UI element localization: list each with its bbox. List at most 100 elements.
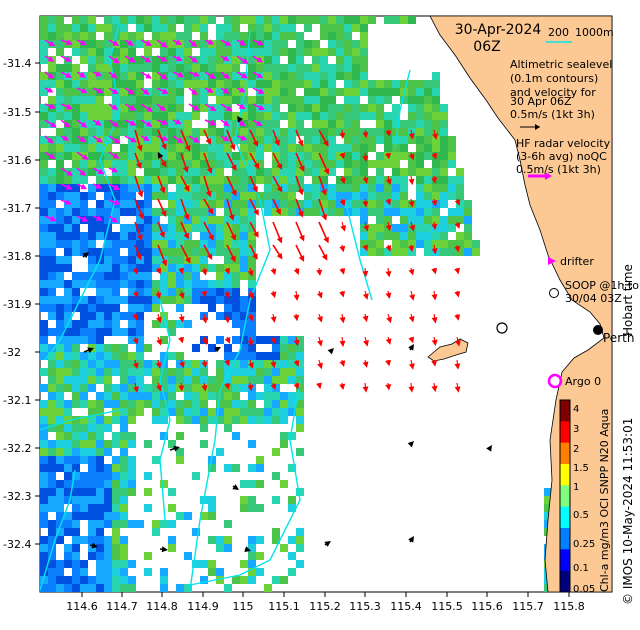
alt-arrow-head bbox=[276, 252, 283, 260]
chl-pixel bbox=[224, 240, 232, 248]
hf-arrow-head bbox=[223, 73, 230, 80]
chl-pixel bbox=[40, 280, 48, 288]
chl-pixel bbox=[104, 24, 112, 32]
chl-pixel bbox=[160, 96, 168, 104]
y-tick-label: -31.7 bbox=[3, 202, 31, 215]
colorbar-segment bbox=[560, 464, 570, 486]
chl-pixel bbox=[424, 240, 432, 248]
chl-pixel bbox=[128, 584, 136, 592]
y-tick-label: -31.8 bbox=[3, 250, 31, 263]
chl-pixel bbox=[272, 88, 280, 96]
chl-pixel bbox=[72, 584, 80, 592]
chl-pixel bbox=[136, 344, 144, 352]
x-axis: 114.6 114.7 114.8 114.9 115 115.1 115.2 115.3 11… bbox=[66, 592, 585, 613]
chl-pixel bbox=[192, 408, 200, 416]
chl-pixel bbox=[240, 352, 248, 360]
chl-pixel bbox=[120, 424, 128, 432]
chl-pixel bbox=[112, 536, 120, 544]
chl-pixel bbox=[224, 392, 232, 400]
chl-pixel bbox=[112, 528, 120, 536]
hf-arrow-head bbox=[49, 121, 57, 128]
chl-pixel bbox=[72, 144, 80, 152]
chl-pixel bbox=[168, 128, 176, 136]
alt-arrow-head bbox=[179, 361, 185, 369]
chl-pixel bbox=[384, 112, 392, 120]
hf-arrow-head bbox=[193, 71, 200, 77]
chl-pixel bbox=[96, 440, 104, 448]
chl-pixel bbox=[184, 32, 192, 40]
chl-pixel bbox=[128, 464, 136, 472]
alt-arrow-head bbox=[184, 144, 191, 152]
chl-pixel bbox=[168, 400, 176, 408]
chl-pixel bbox=[168, 120, 176, 128]
chl-pixel bbox=[40, 136, 48, 144]
chl-pixel bbox=[336, 16, 344, 24]
chl-pixel bbox=[256, 568, 264, 576]
chl-pixel bbox=[64, 64, 72, 72]
chl-pixel bbox=[344, 160, 352, 168]
chl-pixel bbox=[40, 472, 48, 480]
chl-pixel bbox=[432, 208, 440, 216]
chl-pixel bbox=[368, 128, 376, 136]
chl-pixel bbox=[360, 152, 368, 160]
alt-arrow-head bbox=[224, 359, 231, 367]
chl-pixel bbox=[40, 368, 48, 376]
chl-pixel bbox=[440, 120, 448, 128]
chl-pixel bbox=[40, 512, 48, 520]
hf-arrow-head bbox=[225, 105, 233, 112]
chl-pixel bbox=[256, 144, 264, 152]
chl-pixel bbox=[192, 272, 200, 280]
chl-pixel bbox=[352, 176, 360, 184]
chl-pixel bbox=[232, 32, 240, 40]
chl-pixel bbox=[104, 184, 112, 192]
chl-pixel bbox=[128, 320, 136, 328]
chl-pixel bbox=[368, 192, 376, 200]
chl-pixel bbox=[344, 96, 352, 104]
chl-pixel bbox=[368, 16, 376, 24]
chl-pixel bbox=[88, 304, 96, 312]
chl-pixel bbox=[384, 16, 392, 24]
soop-label-1: SOOP @1h to bbox=[565, 279, 639, 292]
chl-pixel bbox=[344, 24, 352, 32]
chl-pixel bbox=[200, 144, 208, 152]
alt-arrow-head bbox=[321, 253, 328, 261]
chl-pixel bbox=[64, 384, 72, 392]
alt-arrow-head bbox=[159, 186, 166, 194]
chl-pixel bbox=[328, 88, 336, 96]
chl-pixel bbox=[240, 408, 248, 416]
chl-pixel bbox=[256, 368, 264, 376]
chl-pixel bbox=[384, 120, 392, 128]
chl-pixel bbox=[72, 48, 80, 56]
chl-pixel bbox=[384, 88, 392, 96]
chl-pixel bbox=[80, 280, 88, 288]
chl-pixel bbox=[168, 168, 176, 176]
chl-pixel bbox=[120, 56, 128, 64]
chl-pixel bbox=[128, 368, 136, 376]
chl-pixel bbox=[440, 216, 448, 224]
chl-pixel bbox=[48, 112, 56, 120]
chl-pixel bbox=[248, 376, 256, 384]
chl-pixel bbox=[456, 176, 464, 184]
altimetry-legend-line-2: (0.1m contours) bbox=[510, 72, 598, 85]
hf-arrow-head bbox=[222, 87, 230, 94]
chl-pixel bbox=[112, 400, 120, 408]
chl-pixel bbox=[120, 344, 128, 352]
alt-arrow-head bbox=[201, 317, 208, 324]
chl-pixel bbox=[112, 368, 120, 376]
chl-pixel bbox=[408, 128, 416, 136]
chl-pixel bbox=[208, 344, 216, 352]
chl-pixel bbox=[392, 240, 400, 248]
chl-pixel bbox=[56, 136, 64, 144]
chl-pixel bbox=[88, 232, 96, 240]
alt-arrow bbox=[226, 198, 233, 218]
chl-pixel bbox=[296, 40, 304, 48]
chl-pixel bbox=[64, 472, 72, 480]
chl-pixel bbox=[160, 288, 168, 296]
chl-pixel bbox=[336, 176, 344, 184]
chl-pixel bbox=[72, 440, 80, 448]
chl-pixel bbox=[200, 576, 208, 584]
chl-pixel bbox=[112, 344, 120, 352]
chl-pixel bbox=[56, 320, 64, 328]
chl-pixel bbox=[328, 96, 336, 104]
chl-pixel bbox=[440, 160, 448, 168]
